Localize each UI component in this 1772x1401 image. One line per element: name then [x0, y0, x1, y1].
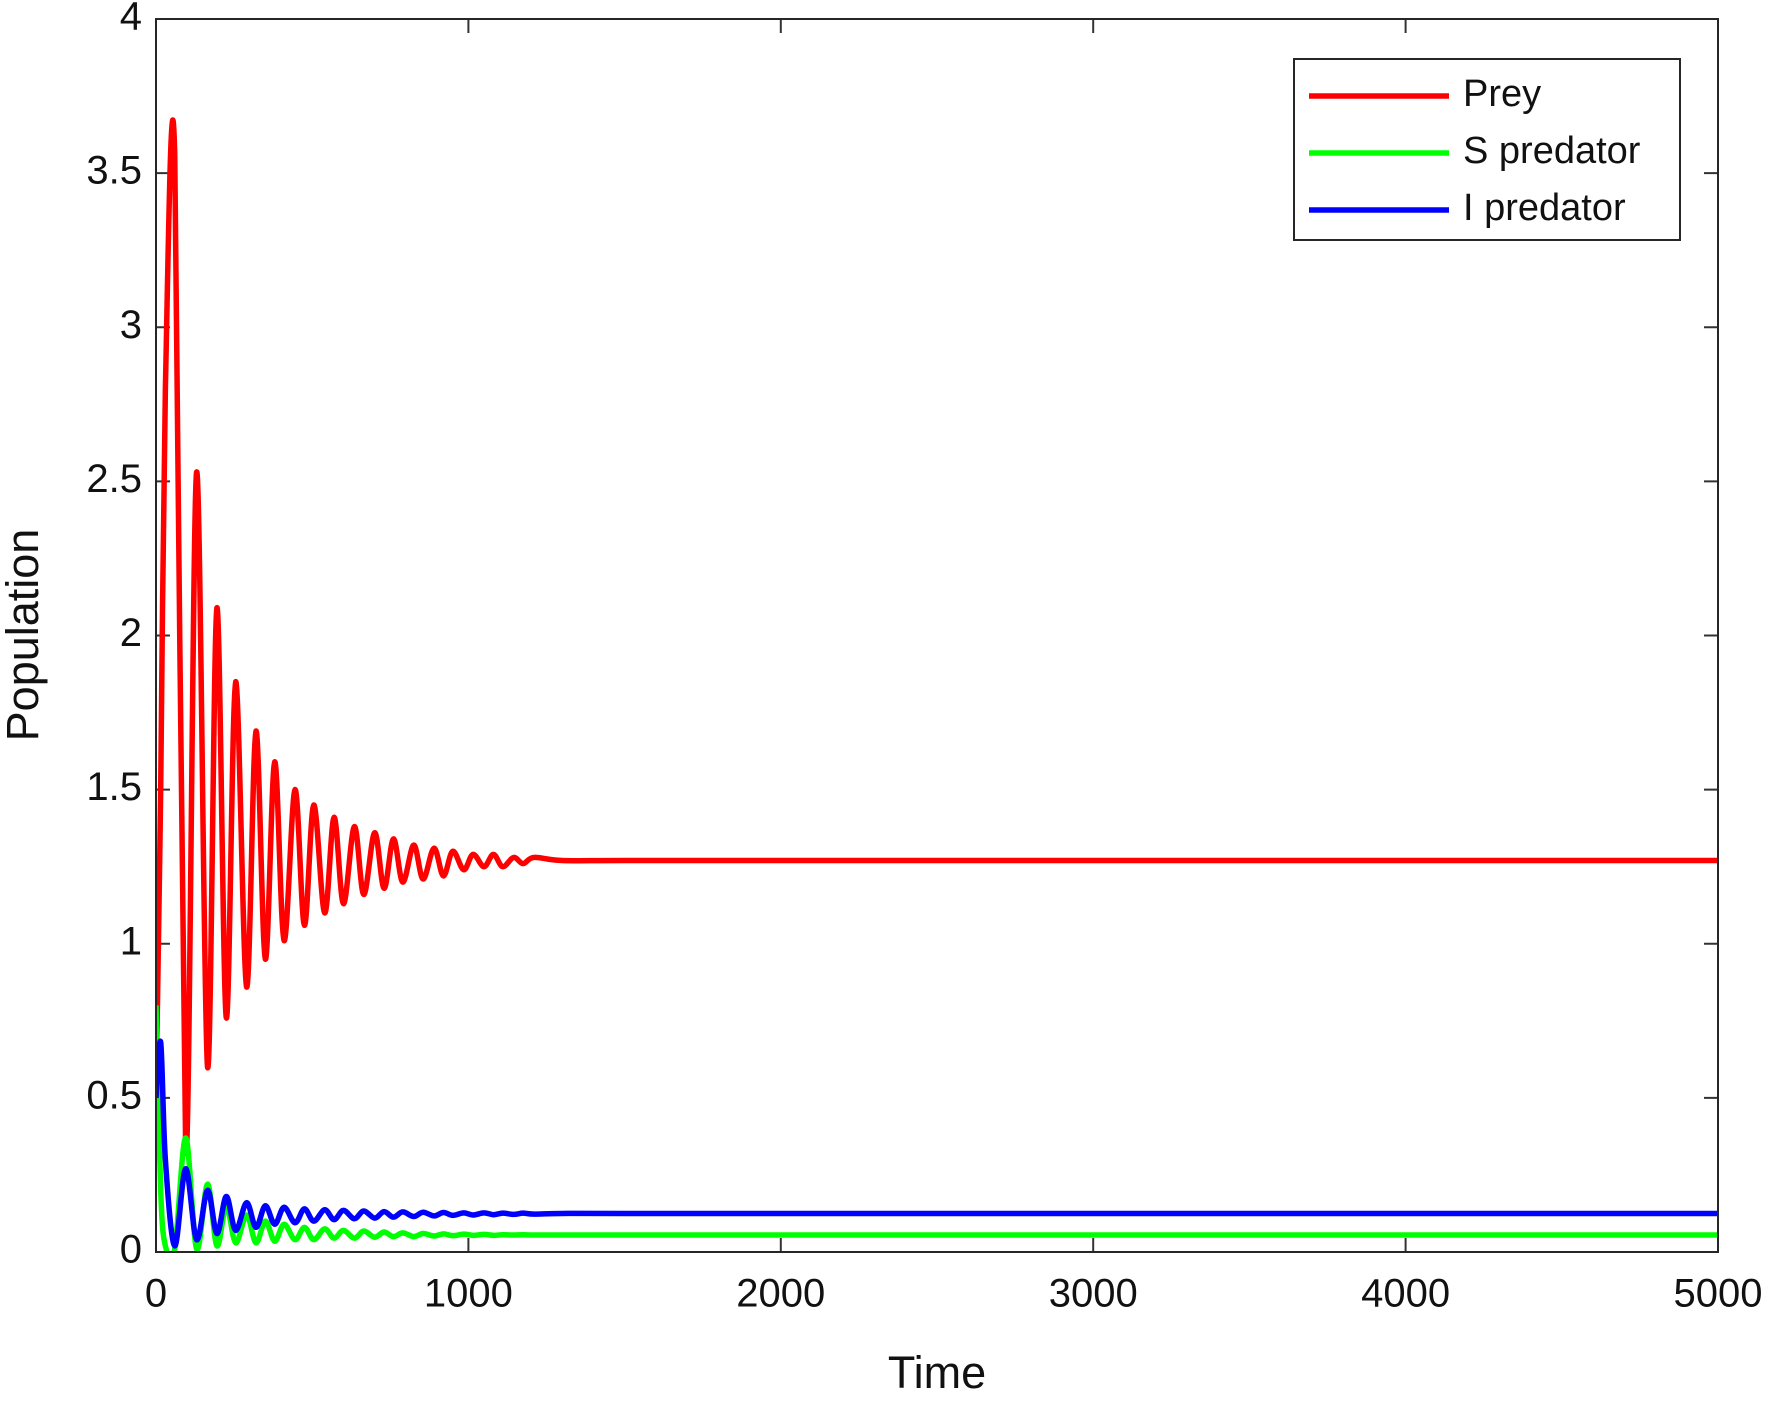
series-line	[156, 1038, 1718, 1249]
y-tick-label: 3	[120, 303, 142, 347]
y-tick-label: 1	[120, 919, 142, 963]
legend-label: S predator	[1463, 130, 1641, 172]
x-tick-label: 5000	[1674, 1272, 1763, 1316]
plot-frame	[155, 18, 1719, 1253]
series-line	[156, 1005, 1718, 1252]
y-tick-label: 4	[120, 0, 142, 39]
y-tick-label: 2.5	[86, 457, 142, 501]
legend-label: I predator	[1463, 187, 1626, 229]
x-tick-label: 1000	[424, 1272, 513, 1316]
legend-label: Prey	[1463, 73, 1541, 115]
series-line	[156, 117, 1718, 1156]
x-tick-label: 0	[145, 1272, 167, 1316]
x-tick-label: 4000	[1361, 1272, 1450, 1316]
y-tick-label: 2	[120, 611, 142, 655]
y-tick-label: 3.5	[86, 149, 142, 193]
x-tick-label: 3000	[1049, 1272, 1138, 1316]
y-tick-label: 1.5	[86, 765, 142, 809]
y-axis-label: Population	[0, 529, 48, 742]
y-tick-label: 0.5	[86, 1073, 142, 1117]
y-tick-label: 0	[120, 1228, 142, 1272]
x-tick-label: 2000	[736, 1272, 825, 1316]
x-axis-label: Time	[888, 1347, 986, 1398]
